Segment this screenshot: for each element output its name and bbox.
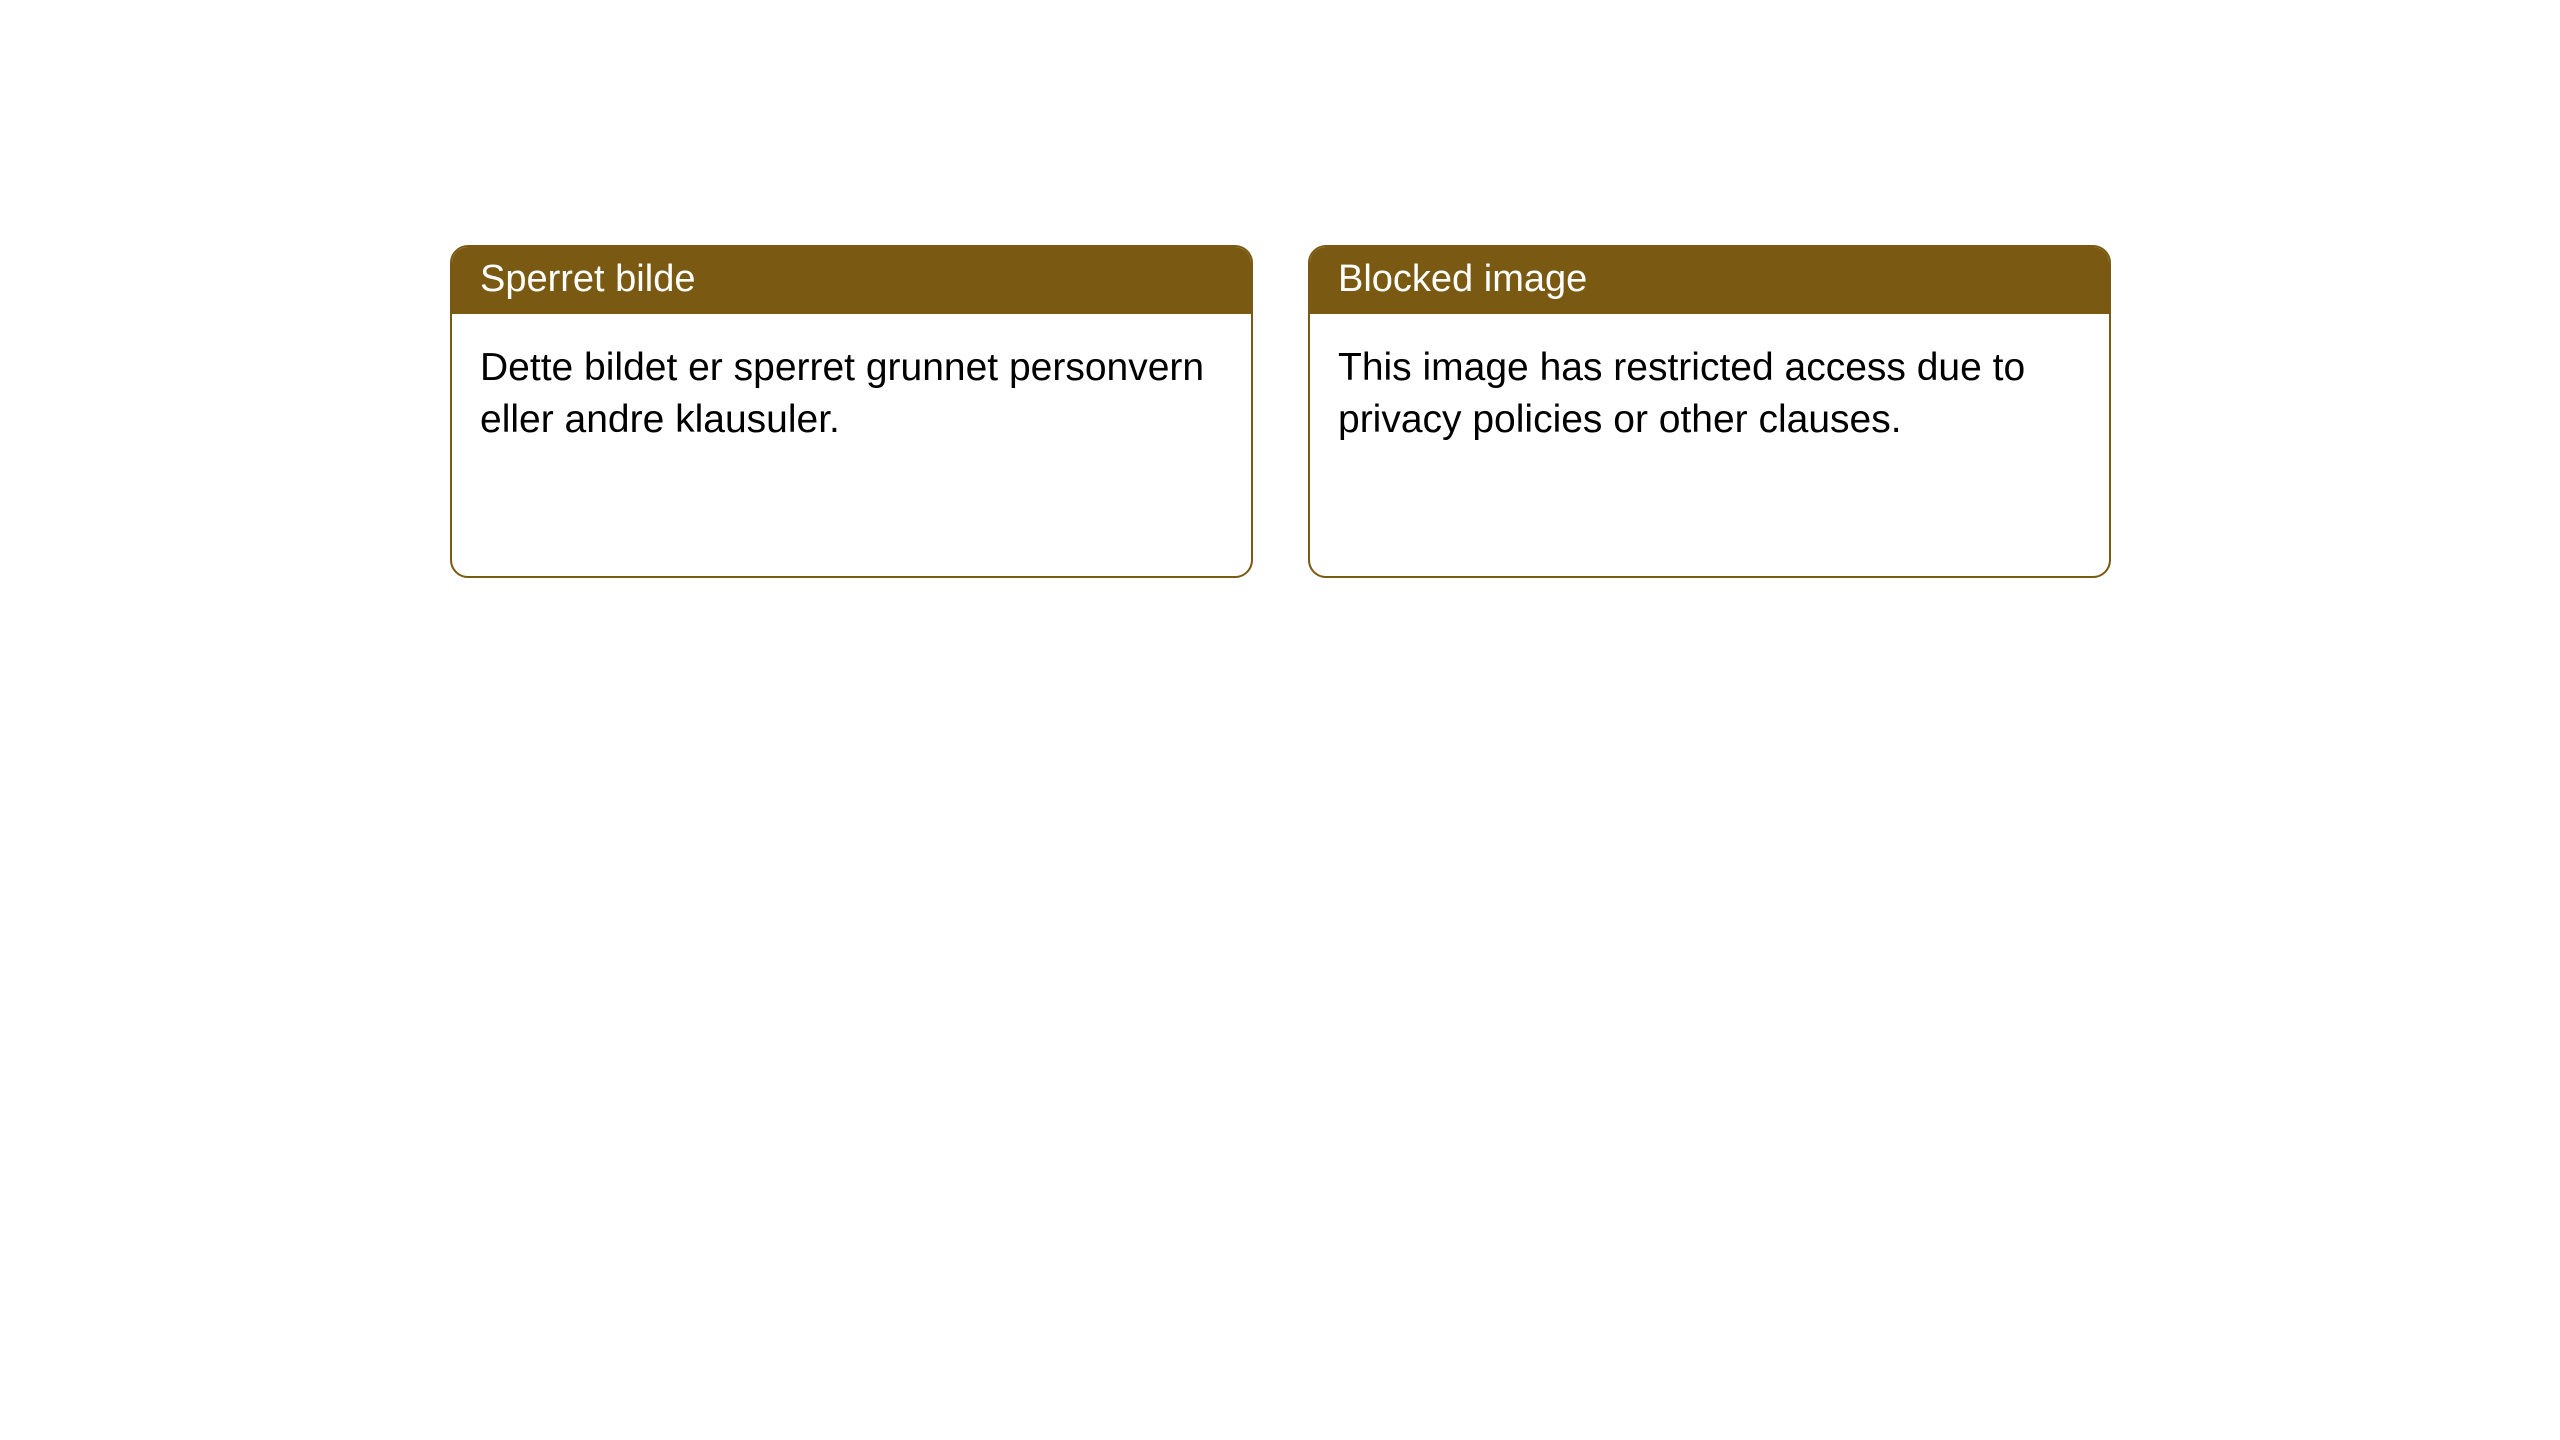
notice-header: Sperret bilde: [452, 247, 1251, 314]
notice-body: Dette bildet er sperret grunnet personve…: [452, 314, 1251, 473]
notice-message: Dette bildet er sperret grunnet personve…: [480, 346, 1204, 440]
notice-container: Sperret bilde Dette bildet er sperret gr…: [450, 245, 2111, 578]
notice-body: This image has restricted access due to …: [1310, 314, 2109, 473]
notice-header: Blocked image: [1310, 247, 2109, 314]
notice-card-english: Blocked image This image has restricted …: [1308, 245, 2111, 578]
notice-card-norwegian: Sperret bilde Dette bildet er sperret gr…: [450, 245, 1253, 578]
notice-title: Blocked image: [1338, 258, 1587, 300]
notice-title: Sperret bilde: [480, 258, 695, 300]
notice-message: This image has restricted access due to …: [1338, 346, 2025, 440]
